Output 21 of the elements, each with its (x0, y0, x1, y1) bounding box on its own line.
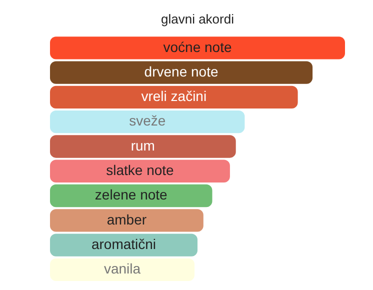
y-tick-label: drvene note (144, 63, 218, 80)
bar (50, 234, 198, 256)
y-tick-label: vanila (104, 260, 141, 277)
bar (50, 258, 195, 282)
chart-title: glavni akordi (161, 11, 234, 26)
y-tick-label: aromatični (91, 236, 156, 252)
y-tick-label: amber (106, 211, 147, 228)
bar (50, 184, 212, 208)
bar (50, 110, 245, 134)
bar (50, 36, 345, 60)
y-tick-label: zelene note (94, 186, 168, 203)
bar (50, 86, 298, 109)
y-tick-label: slatke note (106, 162, 174, 178)
bar (50, 160, 230, 182)
y-tick-label: voćne note (163, 38, 232, 55)
bar (50, 209, 204, 232)
bar (50, 135, 236, 158)
y-tick-label: vreli začini (141, 88, 207, 104)
y-tick-label: rum (130, 137, 155, 154)
bar (50, 61, 313, 84)
y-tick-label: sveže (129, 112, 166, 129)
